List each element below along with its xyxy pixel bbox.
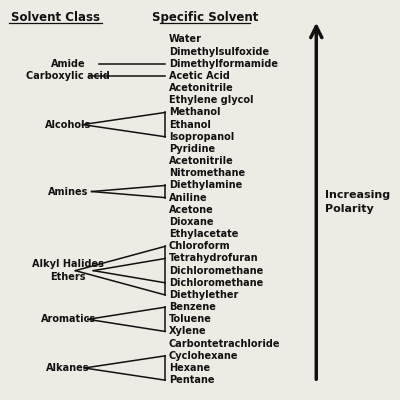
Text: Alkyl Halides
Ethers: Alkyl Halides Ethers: [32, 259, 104, 282]
Text: Ethylacetate: Ethylacetate: [169, 229, 238, 239]
Text: Solvent Class: Solvent Class: [11, 11, 100, 24]
Text: Nitromethane: Nitromethane: [169, 168, 245, 178]
Text: Acetic Acid: Acetic Acid: [169, 71, 230, 81]
Text: Benzene: Benzene: [169, 302, 216, 312]
Text: Carboxylic acid: Carboxylic acid: [26, 71, 110, 81]
Text: Aniline: Aniline: [169, 193, 208, 203]
Text: Carbontetrachloride: Carbontetrachloride: [169, 339, 280, 349]
Text: Tetrahydrofuran: Tetrahydrofuran: [169, 254, 258, 264]
Text: Pyridine: Pyridine: [169, 144, 215, 154]
Text: Methanol: Methanol: [169, 108, 220, 118]
Text: Dioxane: Dioxane: [169, 217, 213, 227]
Text: Xylene: Xylene: [169, 326, 206, 336]
Text: Alcohols: Alcohols: [45, 120, 91, 130]
Text: Acetonitrile: Acetonitrile: [169, 156, 234, 166]
Text: Increasing
Polarity: Increasing Polarity: [325, 190, 390, 214]
Text: Ethylene glycol: Ethylene glycol: [169, 95, 253, 105]
Text: Hexane: Hexane: [169, 363, 210, 373]
Text: Ethanol: Ethanol: [169, 120, 211, 130]
Text: Dimethylformamide: Dimethylformamide: [169, 59, 278, 69]
Text: Aromatics: Aromatics: [41, 314, 96, 324]
Text: Acetonitrile: Acetonitrile: [169, 83, 234, 93]
Text: Dimethylsulfoxide: Dimethylsulfoxide: [169, 46, 269, 56]
Text: Alkanes: Alkanes: [46, 363, 90, 373]
Text: Dichloromethane: Dichloromethane: [169, 278, 263, 288]
Text: Water: Water: [169, 34, 202, 44]
Text: Dichloromethane: Dichloromethane: [169, 266, 263, 276]
Text: Diethylamine: Diethylamine: [169, 180, 242, 190]
Text: Toluene: Toluene: [169, 314, 212, 324]
Text: Amide: Amide: [51, 59, 86, 69]
Text: Amines: Amines: [48, 186, 88, 196]
Text: Diethylether: Diethylether: [169, 290, 238, 300]
Text: Isopropanol: Isopropanol: [169, 132, 234, 142]
Text: Specific Solvent: Specific Solvent: [152, 11, 258, 24]
Text: Chloroform: Chloroform: [169, 241, 230, 251]
Text: Pentane: Pentane: [169, 375, 214, 385]
Text: Cyclohexane: Cyclohexane: [169, 351, 238, 361]
Text: Acetone: Acetone: [169, 205, 214, 215]
